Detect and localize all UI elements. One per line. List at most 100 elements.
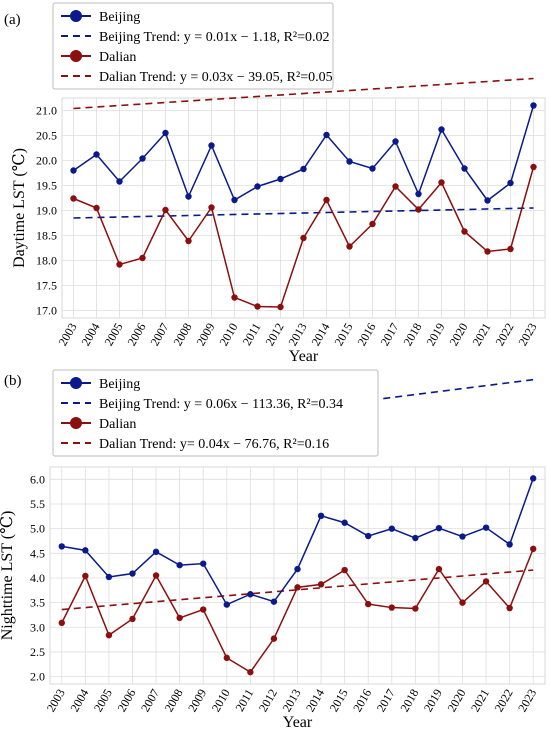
panel-label: (b) xyxy=(4,373,22,389)
data-point-beijing xyxy=(438,126,445,133)
data-point-beijing xyxy=(176,561,183,569)
y-tick-label: 19.5 xyxy=(36,179,57,193)
data-point-dalian xyxy=(388,604,395,611)
data-point-dalian xyxy=(294,584,301,591)
data-point-dalian xyxy=(530,545,537,553)
x-tick-label: 2015 xyxy=(327,687,351,715)
x-tick-label: 2020 xyxy=(446,321,470,349)
x-tick-label: 2011 xyxy=(233,687,257,714)
legend-point-marker xyxy=(70,50,82,62)
y-tick-label: 18.5 xyxy=(36,229,57,243)
data-point-dalian xyxy=(270,635,278,642)
y-tick-label: 4.5 xyxy=(30,546,45,560)
data-point-dalian xyxy=(484,248,491,255)
x-tick-label: 2020 xyxy=(444,687,468,715)
y-tick-label: 18.0 xyxy=(36,254,57,268)
data-point-dalian xyxy=(58,619,65,627)
data-point-beijing xyxy=(300,165,307,173)
data-point-beijing xyxy=(223,601,230,608)
x-tick-label: 2009 xyxy=(185,687,209,715)
x-tick-label: 2018 xyxy=(397,687,421,715)
y-tick-label: 5.5 xyxy=(30,497,45,511)
data-point-dalian xyxy=(317,581,325,588)
x-tick-label: 2007 xyxy=(147,321,171,349)
legend-point-marker xyxy=(70,10,82,22)
data-point-dalian xyxy=(247,668,254,676)
y-tick-label: 2.5 xyxy=(30,645,45,659)
legend-point-marker xyxy=(70,417,82,429)
x-tick-label: 2022 xyxy=(492,687,516,715)
trend-line-beijing xyxy=(73,207,534,219)
data-point-beijing xyxy=(231,196,238,204)
y-tick-label: 17.5 xyxy=(36,279,57,293)
x-tick-label: 2005 xyxy=(101,321,125,349)
data-point-dalian xyxy=(162,206,169,214)
x-tick-label: 2007 xyxy=(138,687,162,715)
x-tick-label: 2019 xyxy=(421,687,445,715)
data-point-beijing xyxy=(341,519,348,526)
y-tick-label: 20.0 xyxy=(36,154,57,168)
x-tick-label: 2016 xyxy=(350,687,374,715)
legend-point-marker xyxy=(70,377,82,389)
data-point-dalian xyxy=(461,228,468,235)
data-point-dalian xyxy=(415,206,422,213)
data-point-beijing xyxy=(369,165,376,172)
data-point-beijing xyxy=(323,131,330,139)
x-tick-label: 2004 xyxy=(78,321,102,349)
data-point-beijing xyxy=(200,560,207,567)
y-tick-label: 6.0 xyxy=(30,472,45,486)
data-point-dalian xyxy=(254,303,261,310)
data-point-beijing xyxy=(208,142,215,149)
data-point-dalian xyxy=(82,572,89,580)
data-point-beijing xyxy=(415,190,422,198)
legend-label: Dalian Trend: y= 0.04x − 76.76, R²=0.16 xyxy=(99,437,329,452)
x-tick-label: 2015 xyxy=(331,321,355,349)
data-point-beijing xyxy=(506,541,513,548)
x-tick-label: 2012 xyxy=(262,321,286,349)
y-tick-label: 19.0 xyxy=(36,204,57,218)
legend-box xyxy=(52,2,334,90)
data-point-beijing xyxy=(435,524,443,532)
data-point-beijing xyxy=(388,525,395,532)
panel-label: (a) xyxy=(4,12,21,28)
x-tick-label: 2017 xyxy=(374,687,398,715)
x-tick-label: 2006 xyxy=(114,687,138,715)
data-point-dalian xyxy=(392,183,399,190)
data-point-dalian xyxy=(70,195,77,202)
data-point-dalian xyxy=(369,220,376,228)
chart-panel-a: 17.0 17.5 18.0 18.5 19.0 19.5 20.0 20.5 21.0 2003… xyxy=(4,2,546,365)
data-point-dalian xyxy=(323,196,330,204)
x-tick-label: 2004 xyxy=(67,687,91,715)
legend-label: Beijing xyxy=(99,10,140,25)
x-tick-label: 2011 xyxy=(240,321,264,348)
data-point-beijing xyxy=(58,543,65,550)
data-point-dalian xyxy=(530,163,537,171)
data-point-beijing xyxy=(105,573,113,581)
data-point-beijing xyxy=(392,138,399,145)
data-point-dalian xyxy=(208,204,215,211)
data-point-beijing xyxy=(294,565,301,573)
data-point-beijing xyxy=(70,167,77,174)
data-point-beijing xyxy=(82,547,89,554)
y-tick-label: 20.5 xyxy=(36,129,57,143)
data-point-dalian xyxy=(346,243,353,250)
x-tick-label: 2016 xyxy=(354,321,378,349)
data-point-beijing xyxy=(185,193,192,200)
data-point-dalian xyxy=(412,605,419,612)
data-point-dalian xyxy=(231,294,238,301)
data-point-dalian xyxy=(507,245,514,253)
data-point-beijing xyxy=(507,179,514,187)
x-tick-label: 2018 xyxy=(400,321,424,349)
data-point-beijing xyxy=(162,129,169,137)
data-point-beijing xyxy=(365,532,372,540)
legend-box xyxy=(52,369,379,457)
data-point-beijing xyxy=(530,475,537,482)
legend-label: Beijing Trend: y = 0.01x − 1.18, R²=0.02 xyxy=(99,30,330,45)
data-point-beijing xyxy=(93,151,100,158)
data-point-dalian xyxy=(365,600,372,608)
data-point-beijing xyxy=(484,197,491,204)
x-tick-label: 2023 xyxy=(515,321,539,349)
data-point-beijing xyxy=(139,155,146,162)
data-point-beijing xyxy=(247,591,254,598)
